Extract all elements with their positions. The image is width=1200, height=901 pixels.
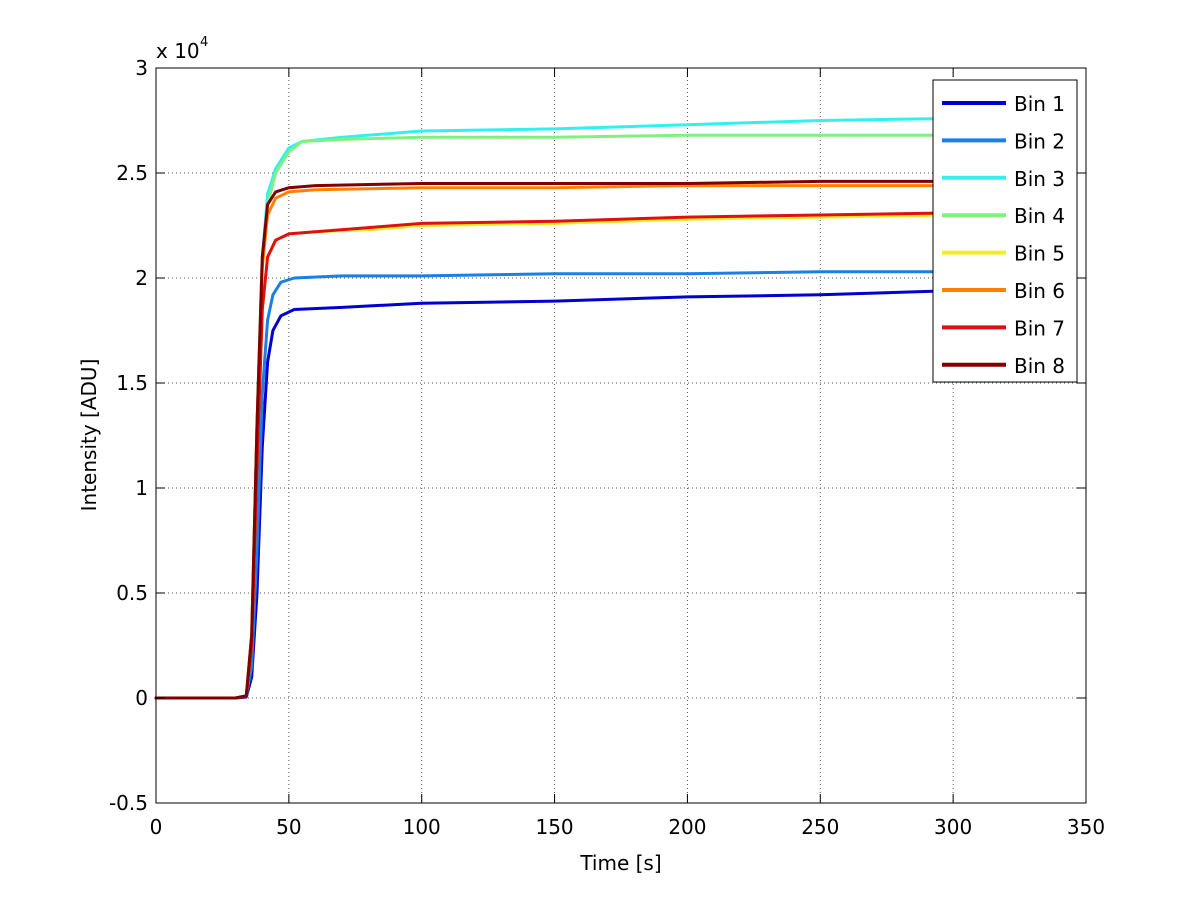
y-tick-label: 0.5 bbox=[116, 581, 148, 605]
x-tick-label: 0 bbox=[150, 815, 163, 839]
x-tick-label: 150 bbox=[535, 815, 573, 839]
legend: Bin 1 Bin 2 Bin 3 Bin 4 Bin 5 Bin 6 Bin 7 Bin 8 bbox=[932, 79, 1078, 383]
y-tick-label: 3 bbox=[135, 56, 148, 80]
legend-label-bin-8: Bin 8 bbox=[1014, 354, 1065, 378]
x-tick-label: 100 bbox=[403, 815, 441, 839]
legend-label-bin-1: Bin 1 bbox=[1014, 92, 1065, 116]
legend-label-bin-6: Bin 6 bbox=[1014, 279, 1065, 303]
y-tick-label: 2.5 bbox=[116, 161, 148, 185]
legend-label-bin-5: Bin 5 bbox=[1014, 242, 1065, 266]
y-tick-label: 0 bbox=[135, 686, 148, 710]
legend-label-bin-7: Bin 7 bbox=[1014, 316, 1065, 340]
y-exponent-power: 4 bbox=[200, 35, 208, 50]
x-tick-label: 300 bbox=[934, 815, 972, 839]
x-tick-label: 200 bbox=[668, 815, 706, 839]
axis-ticks: 0 50 100 150 200 250 300 350-0.500.511.522.53 bbox=[109, 56, 1105, 839]
series-line-bin-8 bbox=[154, 179, 955, 700]
x-tick-label: 350 bbox=[1067, 815, 1105, 839]
x-tick-label: 250 bbox=[801, 815, 839, 839]
legend-box bbox=[932, 79, 1078, 383]
legend-label-bin-3: Bin 3 bbox=[1014, 167, 1065, 191]
x-tick-label: 50 bbox=[276, 815, 301, 839]
y-tick-label: 1 bbox=[135, 476, 148, 500]
y-axis-title: Intensity [ADU] bbox=[77, 359, 101, 512]
plot-series bbox=[154, 116, 955, 700]
y-exponent-label: x 10 bbox=[156, 39, 200, 63]
x-axis-title: Time [s] bbox=[579, 851, 661, 875]
plot-frame bbox=[155, 67, 1087, 804]
y-tick-label: 2 bbox=[135, 266, 148, 290]
grid bbox=[156, 68, 1086, 803]
y-tick-label: 1.5 bbox=[116, 371, 148, 395]
legend-label-bin-4: Bin 4 bbox=[1014, 204, 1065, 228]
legend-label-bin-2: Bin 2 bbox=[1014, 129, 1065, 153]
y-tick-label: -0.5 bbox=[109, 791, 148, 815]
